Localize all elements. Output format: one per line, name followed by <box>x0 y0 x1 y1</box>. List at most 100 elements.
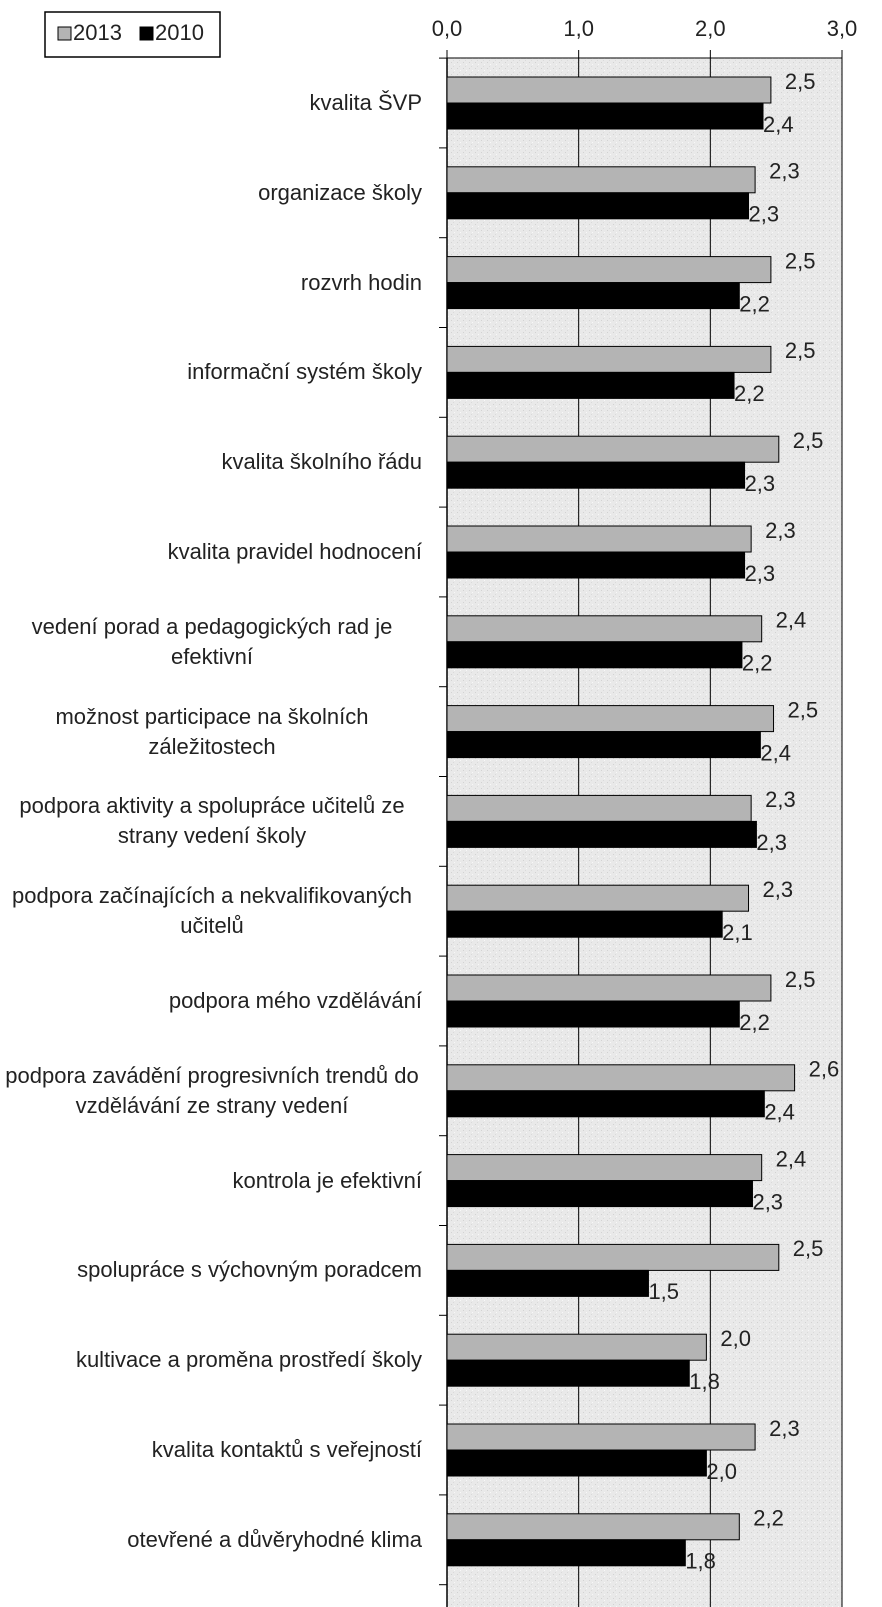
y-tick-label: kvalita ŠVP <box>309 90 423 115</box>
data-label: 2,4 <box>760 740 791 765</box>
bar <box>446 525 752 553</box>
y-tick-label-box: vedení porad a pedagogických rad je efek… <box>0 612 422 672</box>
y-tick-label: otevřené a důvěryhodné klima <box>127 1526 422 1552</box>
data-label: 2,3 <box>752 1189 783 1214</box>
bar <box>446 1359 690 1387</box>
legend-label: 2013 <box>73 20 122 45</box>
y-tick-label: kontrola je efektivní <box>232 1167 422 1193</box>
bar <box>446 435 780 463</box>
y-tick-label: podpora aktivity a spolupráce učitelů ze… <box>19 793 405 849</box>
y-tick-label: podpora mého vzdělávání <box>168 988 422 1013</box>
legend-label: 2010 <box>155 20 204 45</box>
data-label: 2,4 <box>764 1100 795 1125</box>
bar <box>446 1269 649 1297</box>
bar <box>446 641 743 669</box>
y-tick-label: kultivace a proměna prostředí školy <box>75 1347 422 1373</box>
bar <box>446 1243 780 1271</box>
y-tick-label: kvalita pravidel hodnocení <box>167 539 422 564</box>
data-label: 2,4 <box>763 112 794 137</box>
x-tick-label: 1,0 <box>563 16 594 41</box>
data-label: 2,3 <box>749 202 780 227</box>
data-label: 2,3 <box>745 561 776 586</box>
y-tick-label: rozvrh hodin <box>300 269 422 295</box>
bar <box>446 192 750 220</box>
data-label: 1,8 <box>685 1549 716 1574</box>
bar <box>446 1154 763 1182</box>
y-tick-label: informační systém školy <box>187 359 422 385</box>
data-label: 2,5 <box>785 69 816 94</box>
data-label: 2,2 <box>734 381 765 406</box>
bar <box>446 1090 765 1118</box>
bar <box>446 910 723 938</box>
bar <box>446 102 764 130</box>
data-label: 2,5 <box>785 338 816 363</box>
data-label: 1,5 <box>648 1279 679 1304</box>
y-tick-label: vedení porad a pedagogických rad je efek… <box>31 613 393 669</box>
y-tick-label-box: možnost participace na školních záležito… <box>0 702 422 762</box>
bar <box>446 820 757 848</box>
data-label: 2,3 <box>769 159 800 184</box>
y-tick-label-box: podpora mého vzdělávání <box>0 986 422 1016</box>
data-label: 2,3 <box>745 471 776 496</box>
y-tick-label-box: podpora začínajících a nekvalifikovaných… <box>0 881 422 941</box>
bar <box>446 1539 686 1567</box>
y-tick-label: organizace školy <box>258 179 422 205</box>
bar <box>446 551 746 579</box>
bar <box>446 705 775 733</box>
y-tick-label: kvalita kontaktů s veřejností <box>151 1437 422 1462</box>
bar <box>446 76 772 104</box>
y-tick-label-box: kvalita školního řádu <box>0 447 422 477</box>
y-tick-label-box: podpora zavádění progresivních trendů do… <box>0 1061 422 1121</box>
data-label: 2,5 <box>793 1236 824 1261</box>
bar <box>446 282 740 310</box>
y-tick-label-box: rozvrh hodin <box>0 268 422 298</box>
legend-swatch <box>139 26 154 41</box>
bar <box>446 461 746 489</box>
y-tick-label-box: podpora aktivity a spolupráce učitelů ze… <box>0 791 422 851</box>
y-tick-label-box: kvalita ŠVP <box>0 88 423 118</box>
data-label: 2,2 <box>753 1506 784 1531</box>
y-tick-label: možnost participace na školních záležito… <box>55 703 369 759</box>
bar <box>446 731 761 759</box>
bar <box>446 345 772 373</box>
y-tick-label-box: organizace školy <box>0 178 422 208</box>
y-tick-label-box: kontrola je efektivní <box>0 1166 422 1196</box>
data-label: 2,4 <box>776 608 807 633</box>
y-tick-label-box: otevřené a důvěryhodné klima <box>0 1525 422 1555</box>
bar <box>446 884 750 912</box>
data-label: 2,5 <box>788 697 819 722</box>
bar <box>446 371 735 399</box>
y-tick-label: podpora začínajících a nekvalifikovaných… <box>12 883 412 939</box>
data-label: 2,3 <box>769 1416 800 1441</box>
y-tick-label-box: kvalita kontaktů s veřejností <box>0 1435 422 1465</box>
bar <box>446 1180 753 1208</box>
bar <box>446 615 763 643</box>
y-tick-label: podpora zavádění progresivních trendů do… <box>5 1062 419 1118</box>
data-label: 2,6 <box>809 1057 840 1082</box>
bar <box>446 1423 756 1451</box>
y-tick-label: spolupráce s výchovným poradcem <box>77 1257 422 1283</box>
legend-box <box>44 11 221 58</box>
data-label: 2,4 <box>776 1146 807 1171</box>
data-label: 2,1 <box>722 920 753 945</box>
y-tick-label: kvalita školního řádu <box>221 449 422 475</box>
data-label: 2,3 <box>756 830 787 855</box>
bar <box>446 974 772 1002</box>
data-label: 2,3 <box>763 877 794 902</box>
data-label: 2,3 <box>765 787 796 812</box>
x-tick-label: 3,0 <box>827 16 858 41</box>
data-label: 2,5 <box>785 248 816 273</box>
data-label: 2,5 <box>785 967 816 992</box>
data-label: 1,8 <box>689 1369 720 1394</box>
bar <box>446 1449 707 1477</box>
bar <box>446 256 772 284</box>
data-label: 2,2 <box>739 1010 770 1035</box>
y-tick-label-box: informační systém školy <box>0 357 422 387</box>
data-label: 2,2 <box>742 651 773 676</box>
data-label: 2,3 <box>765 518 796 543</box>
y-tick-label-box: spolupráce s výchovným poradcem <box>0 1255 422 1285</box>
bar <box>446 166 756 194</box>
bar <box>446 794 752 822</box>
